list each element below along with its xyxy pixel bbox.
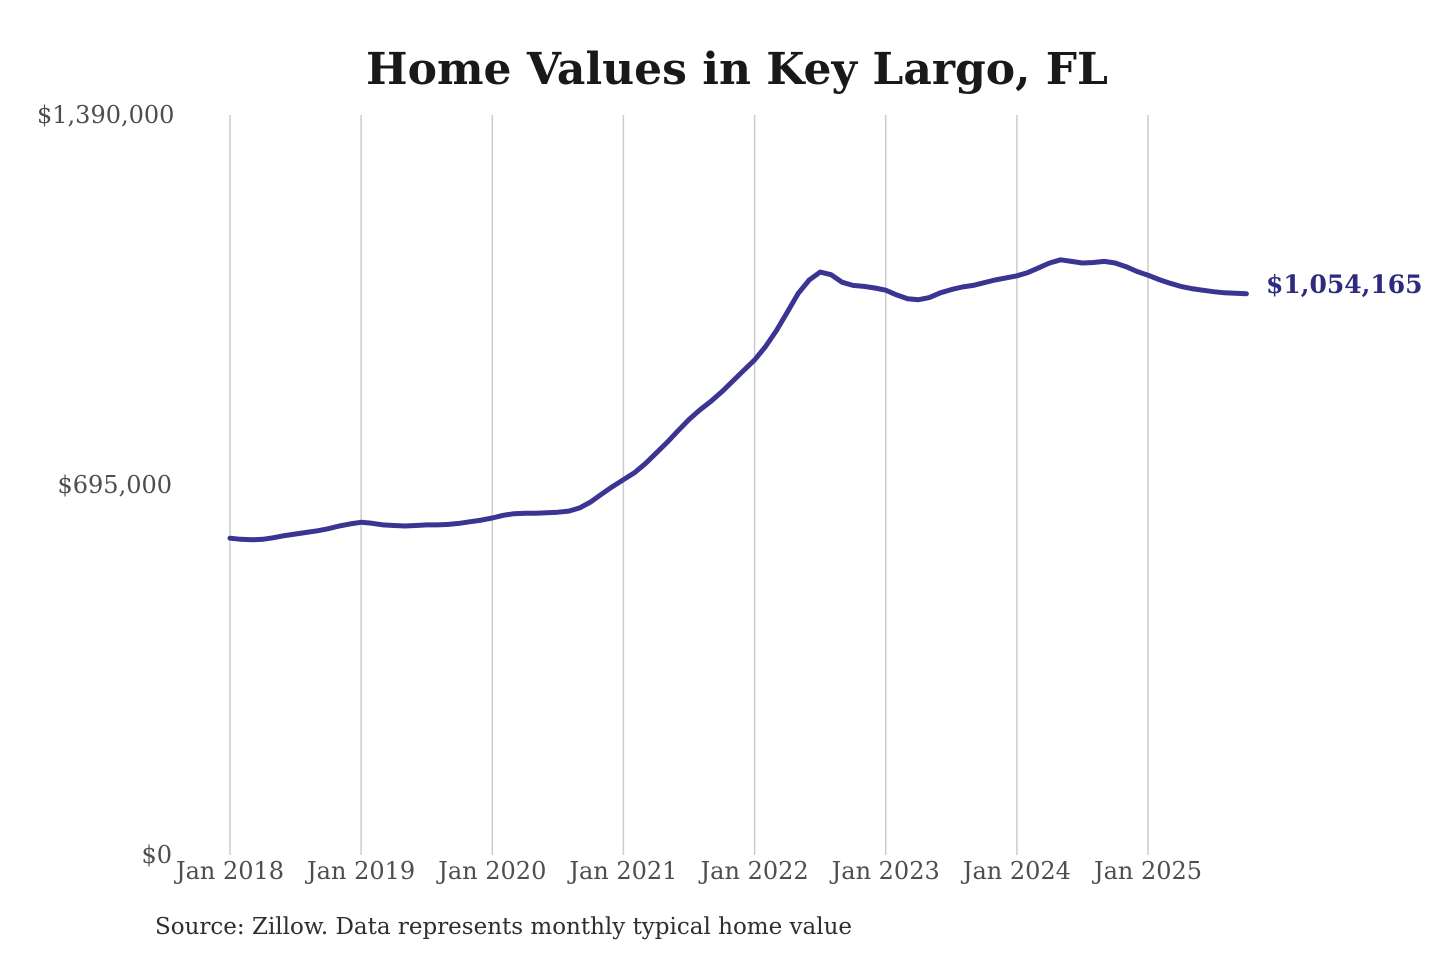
y-axis-tick-label: $695,000 [57,471,172,499]
x-axis-tick-label: Jan 2018 [175,857,285,885]
y-axis-tick-label: $0 [141,841,172,869]
x-axis-tick-label: Jan 2021 [569,857,678,885]
chart-title: Home Values in Key Largo, FL [366,44,1108,95]
y-axis-tick-label: $1,390,000 [37,101,175,129]
x-axis-tick-label: Jan 2022 [700,857,809,885]
x-axis-tick-label: Jan 2024 [962,857,1071,885]
home-value-series-line [227,257,1249,543]
x-axis-tick-label: Jan 2023 [831,857,940,885]
x-axis-tick-label: Jan 2020 [438,857,547,885]
x-axis-tick-label: Jan 2019 [307,857,416,885]
source-note: Source: Zillow. Data represents monthly … [155,914,853,940]
x-axis-tick-label: Jan 2025 [1093,857,1203,885]
latest-value-label: $1,054,165 [1266,269,1423,299]
